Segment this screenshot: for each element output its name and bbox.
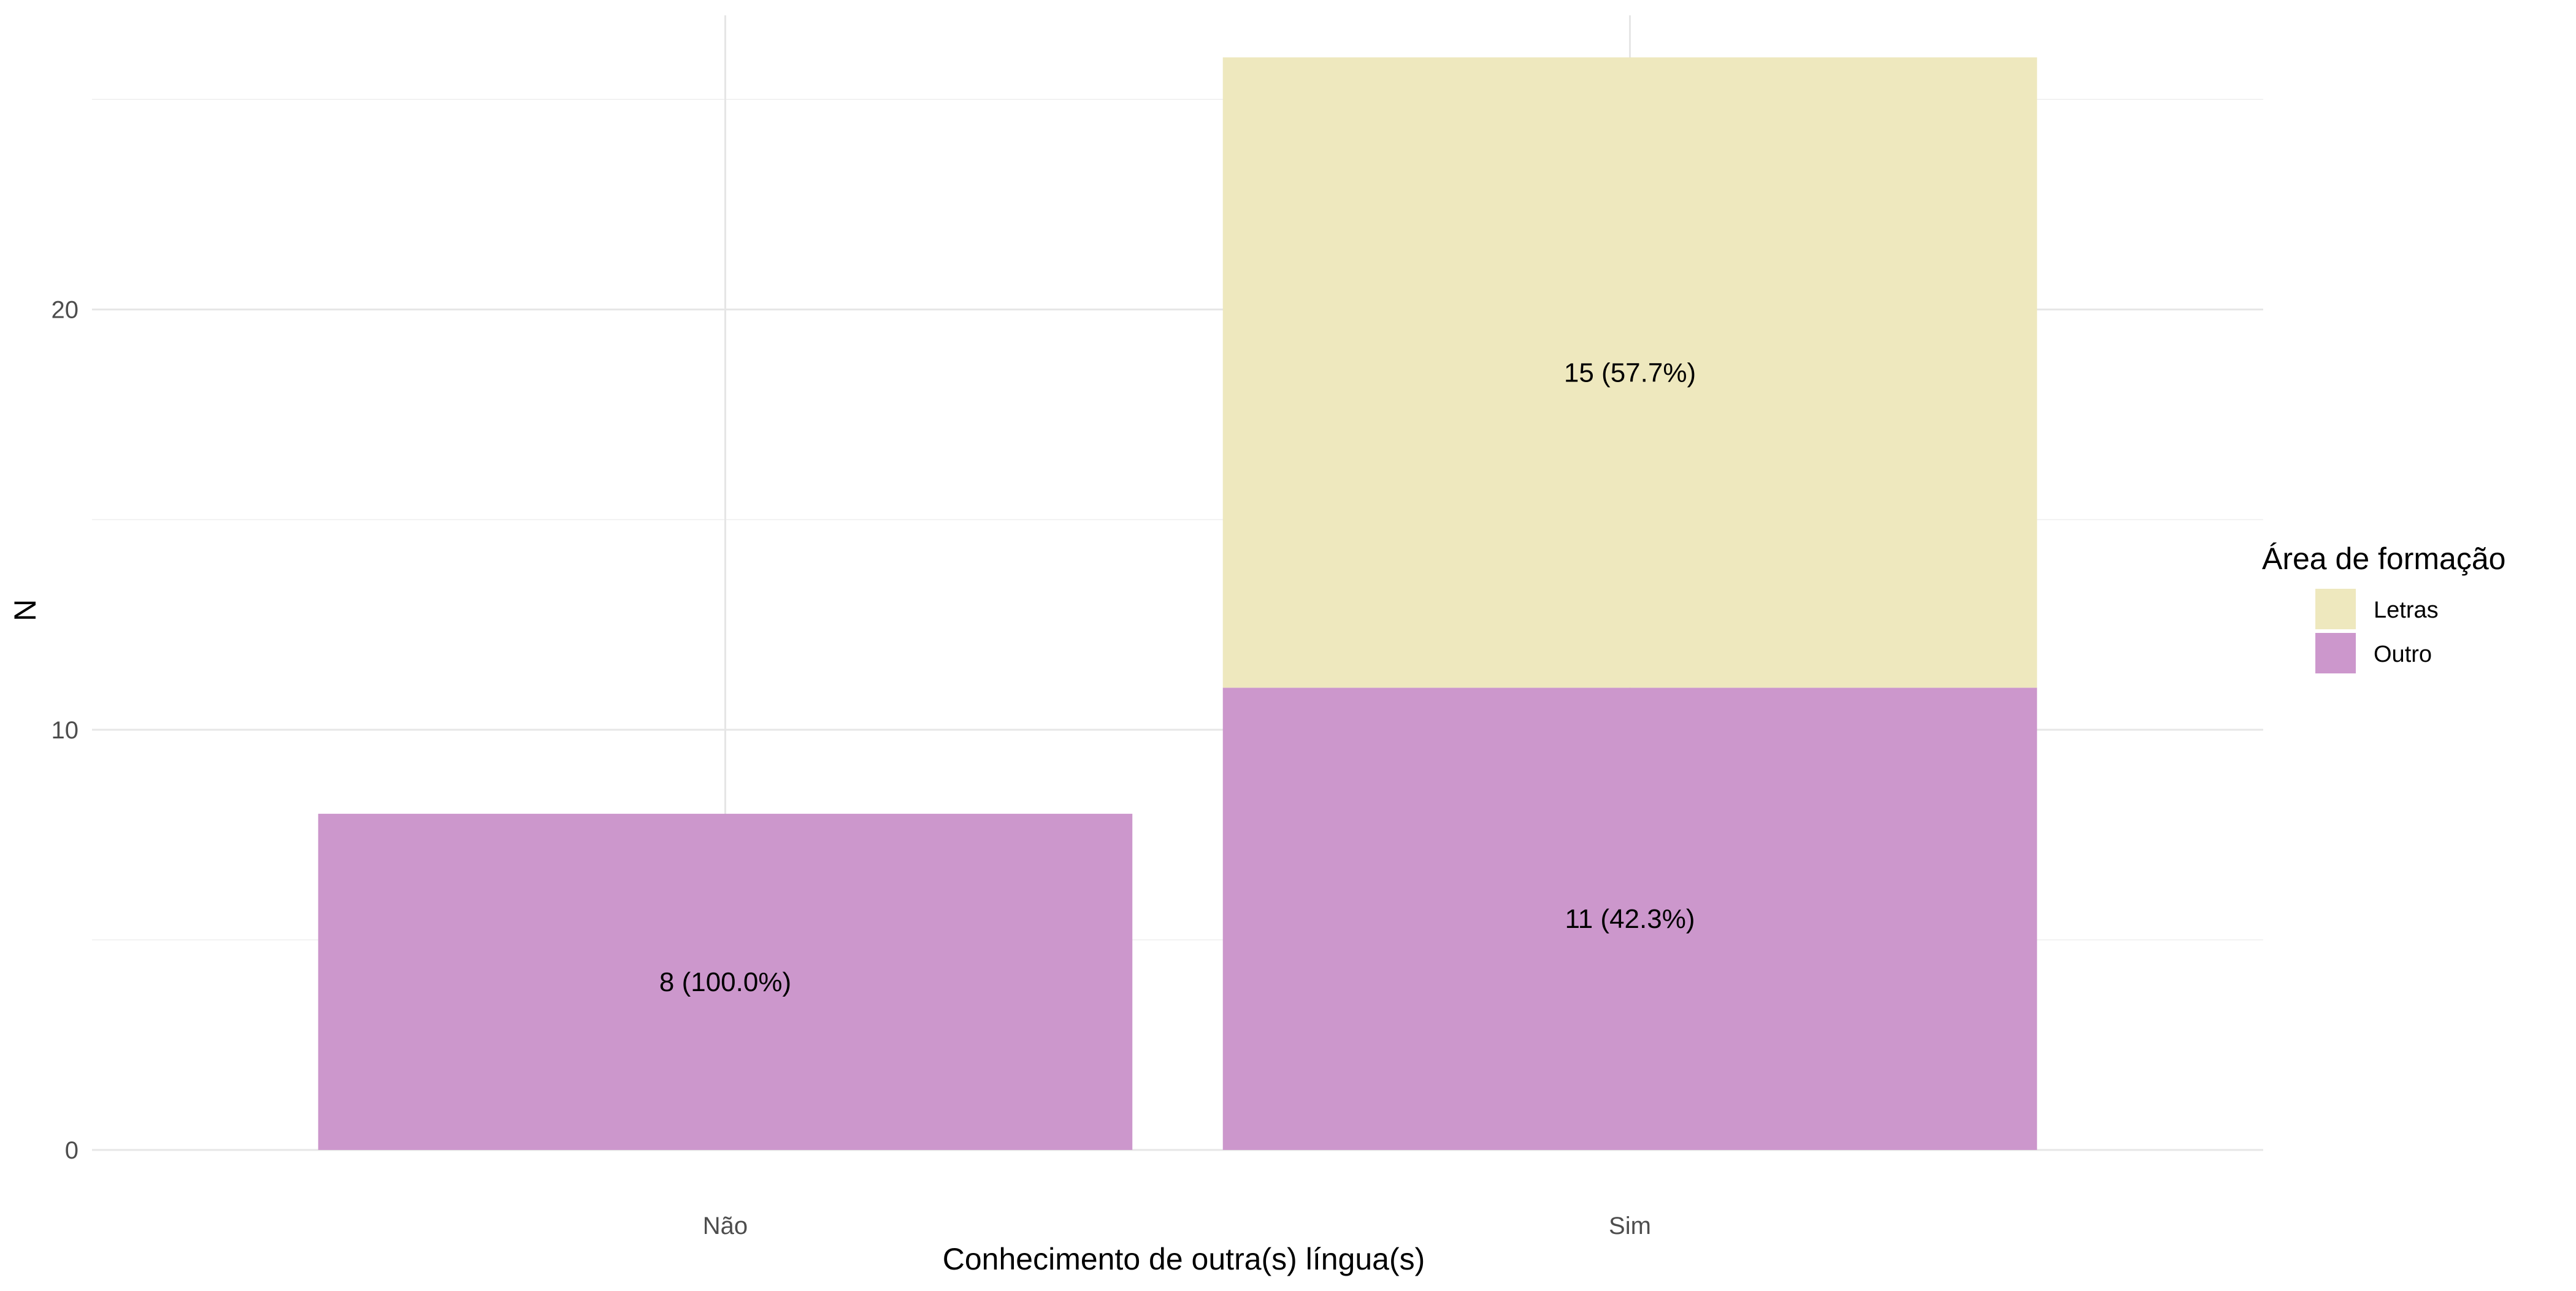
- legend-title: Área de formação: [2262, 542, 2505, 576]
- legend-items: Letras Outro: [2315, 589, 2439, 673]
- bars: [318, 57, 2037, 1150]
- legend-label: Letras: [2374, 597, 2439, 623]
- legend-label: Outro: [2374, 642, 2432, 667]
- bar-segment-outro: [1222, 688, 2037, 1150]
- bar-segment-letras: [1222, 57, 2037, 688]
- y-tick-label: 10: [52, 717, 79, 744]
- x-tick-label: Não: [703, 1212, 748, 1239]
- bar-segment-outro: [318, 813, 1133, 1150]
- x-axis-title: Conhecimento de outra(s) língua(s): [943, 1242, 1425, 1276]
- legend-swatch: [2315, 633, 2356, 673]
- x-tick-label: Sim: [1609, 1212, 1651, 1239]
- legend: Área de formação Letras Outro: [2262, 542, 2505, 673]
- data-label: 11 (42.3%): [1565, 904, 1695, 934]
- data-label: 8 (100.0%): [659, 967, 791, 997]
- data-labels: 8 (100.0%) 11 (42.3%) 15 (57.7%): [659, 358, 1696, 997]
- y-axis-title: N: [8, 599, 42, 621]
- data-label: 15 (57.7%): [1564, 358, 1696, 388]
- y-tick-label: 20: [52, 297, 79, 324]
- legend-swatch: [2315, 589, 2356, 629]
- y-tick-label: 0: [65, 1137, 79, 1164]
- axes: 0 10 20 Não Sim: [52, 297, 1651, 1239]
